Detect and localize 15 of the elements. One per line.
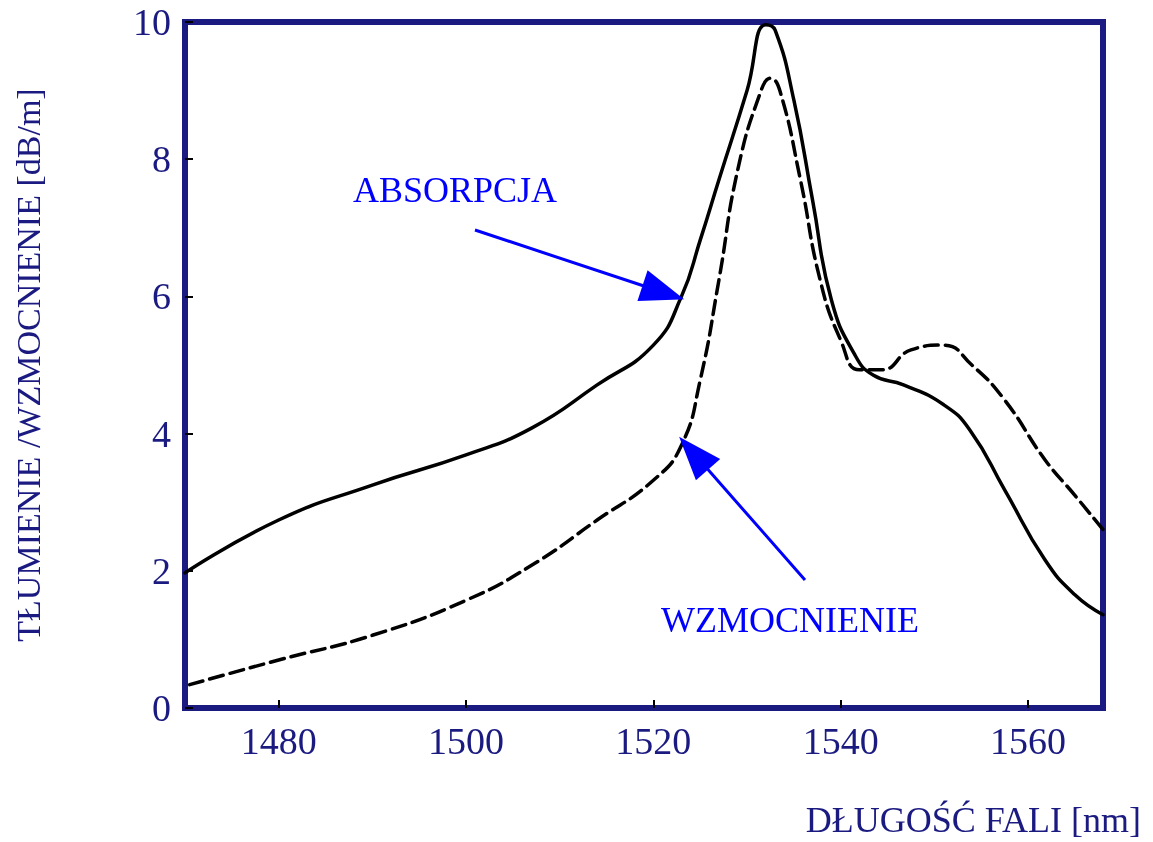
y-tick-label: 0 [152,687,171,729]
y-tick-label: 8 [152,138,171,181]
y-axis-title: TŁUMIENIE /WZMOCNIENIE [dB/m] [9,88,47,642]
x-tick-label: 1560 [990,720,1067,762]
annotation: ABSORPCJA [352,169,558,211]
x-tick-label: 1480 [240,720,317,762]
x-axis-title: DŁUGOŚĆ FALI [nm] [805,800,1142,840]
annotation: WZMOCNIENIE [661,599,919,641]
y-tick-label: 2 [152,549,171,592]
x-tick-label: 1540 [802,720,879,762]
y-tick-label: 4 [152,412,171,455]
x-tick-label: 1500 [428,720,505,762]
x-tick-label: 1520 [615,720,692,762]
y-tick-label: 6 [152,275,171,318]
y-tick-label: 10 [133,1,171,43]
